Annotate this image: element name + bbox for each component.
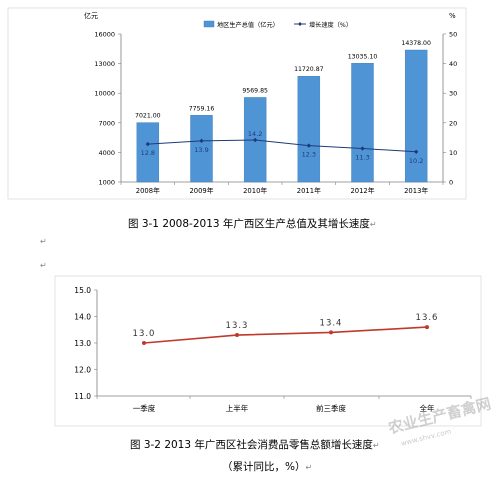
chart2-category-label: 全年: [420, 403, 435, 413]
growth-point-label: 13.9: [194, 146, 208, 154]
gdp-bar: [136, 122, 160, 183]
paragraph-mark: ↵: [40, 261, 47, 270]
gdp-bar-label: 13035.10: [348, 53, 378, 60]
chart1-left-tick-label: 7000: [98, 119, 115, 127]
chart1-left-tick-label: 13000: [94, 60, 115, 68]
chart2-y-tick-label: 13.0: [74, 339, 91, 348]
chart2-category-label: 一季度: [133, 403, 156, 413]
gdp-bar-label: 7759.16: [189, 105, 215, 112]
chart1-category-label: 2008年: [136, 186, 160, 195]
growth-point: [360, 146, 365, 151]
paragraph-mark: ↵: [305, 463, 313, 472]
retail-growth-label: 13.6: [416, 313, 439, 323]
chart1-category-label: 2013年: [404, 186, 428, 195]
growth-point: [145, 141, 151, 147]
legend-line-label: 增长速度（%）: [309, 21, 352, 29]
growth-point-label: 12.8: [141, 149, 155, 157]
retail-growth-label: 13.4: [320, 318, 343, 328]
chart1-right-tick-label: 20: [449, 119, 457, 127]
growth-point-label: 12.3: [302, 151, 316, 159]
gdp-bar: [351, 63, 374, 183]
retail-growth-line: [143, 326, 428, 344]
chart2-category-label: 前三季度: [316, 403, 346, 413]
gdp-bar-label: 9569.85: [242, 87, 268, 94]
paragraph-mark: ↵: [372, 441, 380, 450]
gdp-bar: [297, 76, 321, 183]
legend-line-marker: [298, 22, 302, 26]
chart1-left-tick-label: 1000: [98, 179, 115, 187]
chart1-left-tick-label: 10000: [94, 90, 115, 98]
chart1-right-unit: %: [449, 12, 456, 20]
chart1-caption: 图 3-1 2008-2013 年广西区生产总值及其增长速度: [128, 218, 370, 230]
chart1-right-tick-label: 30: [449, 90, 457, 98]
chart1-category-label: 2012年: [350, 186, 374, 195]
growth-point-label: 10.2: [409, 157, 423, 165]
chart2-y-tick-label: 11.0: [74, 392, 91, 401]
chart1-category-label: 2011年: [297, 186, 321, 195]
retail-growth-label: 13.0: [133, 329, 156, 339]
growth-point: [306, 143, 312, 148]
chart2-y-tick-label: 14.0: [74, 312, 91, 321]
chart1-frame: [7, 7, 467, 200]
gdp-bar-label: 7021.00: [135, 113, 161, 120]
chart2-frame: [54, 275, 482, 427]
chart2-subcaption: （累计同比，%）: [222, 461, 306, 473]
chart2-category-label: 上半年: [226, 403, 249, 413]
paragraph-mark: ↵: [369, 220, 377, 229]
gdp-bar: [190, 115, 213, 183]
chart1-right-tick-label: 0: [449, 179, 453, 187]
legend-bar-swatch: [203, 20, 215, 28]
growth-line: [147, 139, 417, 153]
chart1-left-tick-label: 16000: [94, 31, 115, 39]
growth-point-label: 11.3: [355, 154, 369, 162]
legend-bar-label: 地区生产总值（亿元）: [217, 21, 279, 29]
growth-point: [413, 149, 419, 155]
chart1-left-tick-label: 4000: [98, 149, 115, 157]
growth-point-label: 14.2: [248, 130, 262, 138]
chart2-caption: 图 3-2 2013 年广西区社会消费品零售总额增长速度: [130, 439, 373, 451]
gdp-bar: [404, 49, 428, 183]
chart1-left-unit: 亿元: [84, 11, 98, 20]
chart2-caption-line: 图 3-2 2013 年广西区社会消费品零售总额增长速度↵: [130, 437, 380, 452]
growth-point: [252, 137, 258, 143]
retail-growth-label: 13.3: [226, 321, 249, 331]
chart2-subcaption-line: （累计同比，%）↵: [222, 459, 312, 474]
chart1-category-label: 2009年: [189, 186, 213, 195]
growth-point: [199, 138, 204, 144]
chart1-category-label: 2010年: [243, 186, 267, 195]
retail-growth-point: [235, 333, 239, 338]
retail-growth-point: [142, 341, 146, 345]
chart2-y-tick-label: 15.0: [74, 286, 91, 295]
chart1-right-tick-label: 10: [449, 149, 457, 157]
paragraph-mark: ↵: [40, 237, 47, 246]
retail-growth-point: [329, 330, 333, 335]
chart1-caption-line: 图 3-1 2008-2013 年广西区生产总值及其增长速度↵: [128, 216, 377, 231]
chart1-right-tick-label: 40: [449, 60, 457, 68]
chart2-y-tick-label: 12.0: [74, 365, 91, 374]
gdp-bar-label: 11720.87: [294, 66, 324, 73]
chart1-right-tick-label: 50: [449, 31, 457, 39]
retail-growth-point: [425, 325, 429, 330]
gdp-bar-label: 14378.00: [401, 40, 431, 47]
